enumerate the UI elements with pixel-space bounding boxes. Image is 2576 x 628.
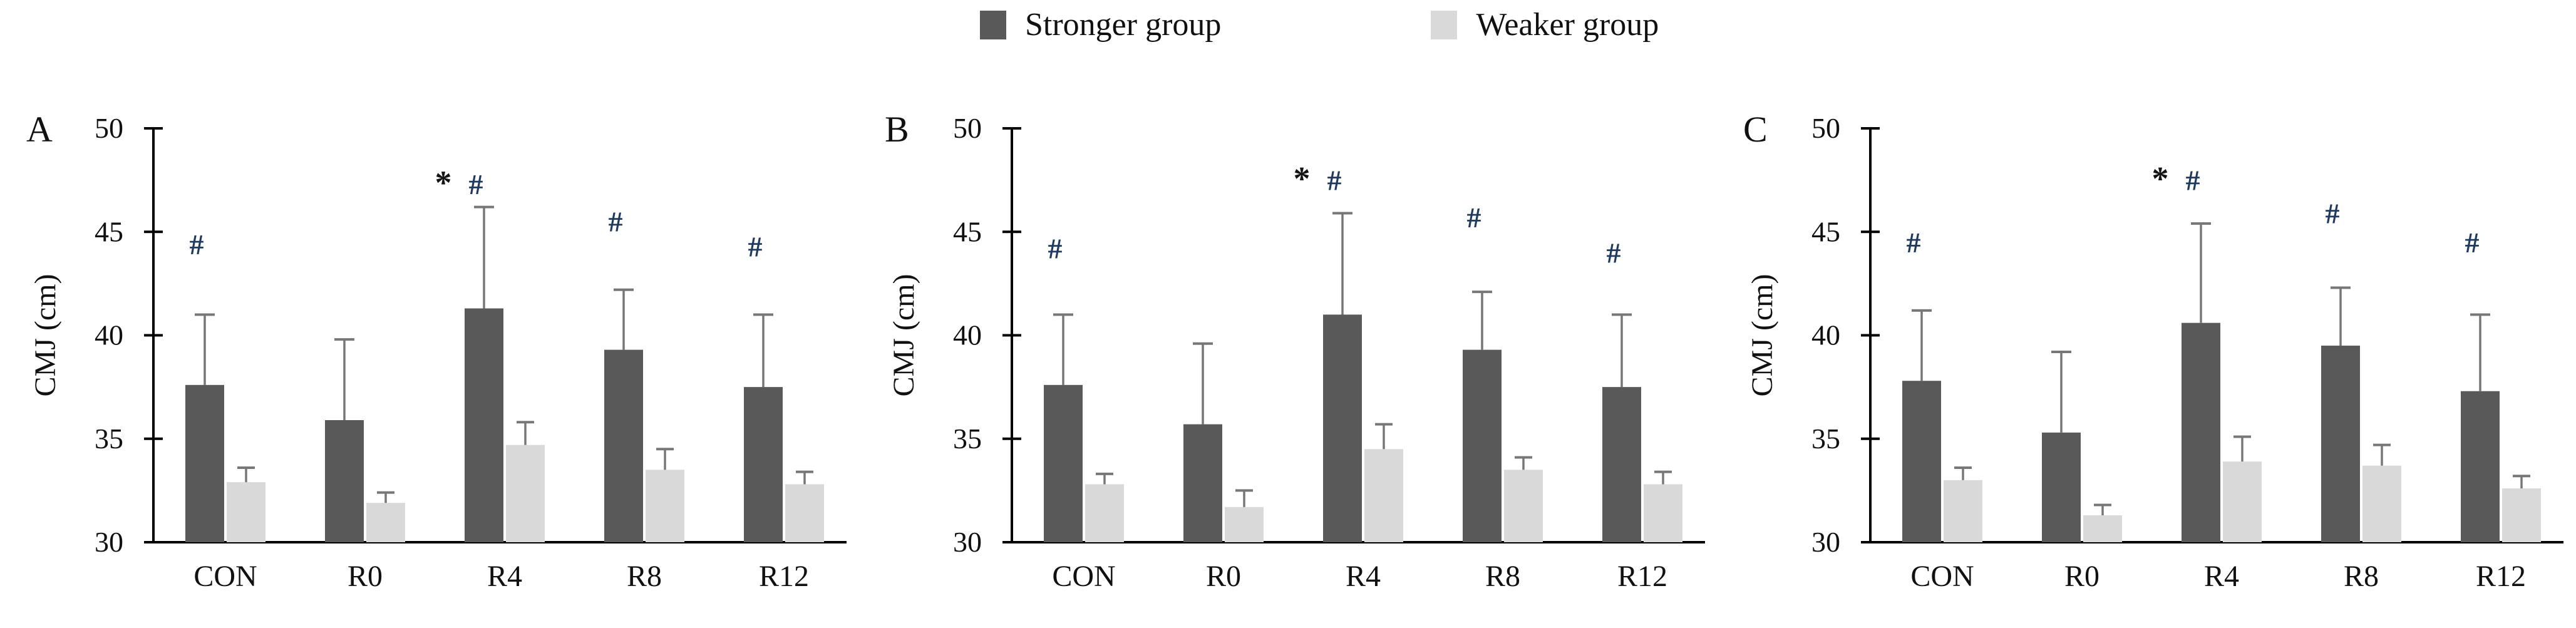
y-tick-label: 45 [1811,215,1840,247]
hash-marker: # [748,230,763,262]
star-marker: * [1294,160,1311,198]
x-category-label: CON [1910,560,1974,593]
bar-stronger-r12 [1602,387,1641,542]
x-category-label: R12 [2476,560,2526,593]
bar-stronger-r8 [604,349,643,542]
panel-c-chart: C 30 35 40 45 50 CMJ (cm) CON R0 R4 R8 R12 # * # # # [1743,109,2563,593]
hash-marker: # [2186,165,2200,197]
x-category-label: R0 [348,560,383,593]
hash-marker: # [2326,198,2340,230]
x-category-label: R0 [2064,560,2099,593]
weaker-group-label: Weaker group [1476,7,1659,43]
bar-weaker-r8 [1504,470,1543,542]
bar-weaker-r8 [646,470,684,542]
y-axis-title: CMJ (cm) [887,274,920,397]
bar-stronger-r8 [2321,346,2360,542]
bar-weaker-con [1944,480,1982,542]
y-tick-label: 45 [953,215,982,247]
y-tick-label: 40 [953,319,982,351]
panel-letter: C [1743,109,1768,150]
x-category-label: R0 [1206,560,1241,593]
panel-b: B 30 35 40 45 50 CMJ (cm) CON R0 R4 R8 R12 # * # # # [858,94,1717,628]
x-category-label: CON [1052,560,1115,593]
y-tick-label: 35 [953,423,982,455]
y-tick-label: 50 [95,112,123,144]
hash-marker: # [190,229,204,260]
panel-a-chart: A 30 35 40 45 50 CMJ (cm) CON R0 R4 R8 R12 # * # # # [26,109,847,593]
panel-letter: A [26,109,53,150]
x-category-label: R4 [1346,560,1381,593]
bar-weaker-r12 [1644,484,1682,542]
legend-item-stronger: Stronger group [980,9,1221,41]
weaker-group-swatch [1431,11,1458,39]
bar-weaker-con [1085,484,1124,542]
bar-weaker-r8 [2362,465,2401,542]
panel-c: C 30 35 40 45 50 CMJ (cm) CON R0 R4 R8 R12 # * # # # [1717,94,2575,628]
y-tick-label: 35 [1811,423,1840,455]
panel-b-chart: B 30 35 40 45 50 CMJ (cm) CON R0 R4 R8 R12 # * # # # [885,109,1705,593]
y-tick-label: 40 [95,319,123,351]
bar-stronger-r0 [325,420,364,542]
hash-marker: # [1907,227,1921,259]
bar-weaker-r0 [2083,515,2122,542]
bar-weaker-r4 [1364,449,1403,542]
chart-legend: Stronger group Weaker group [980,9,1659,41]
legend-item-weaker: Weaker group [1431,9,1659,41]
bar-weaker-r4 [506,445,545,542]
bar-stronger-con [1902,381,1941,542]
bar-weaker-r4 [2223,461,2262,542]
y-tick-label: 50 [1811,112,1840,144]
stronger-group-label: Stronger group [1025,7,1222,43]
bar-weaker-r12 [2502,488,2541,542]
panel-a: A 30 35 40 45 50 CMJ (cm) CON R0 R4 R8 R12 # * # # # [0,94,858,628]
bar-weaker-con [227,482,265,542]
hash-marker: # [609,206,623,238]
y-tick-label: 30 [95,526,123,558]
hash-marker: # [2465,227,2480,259]
stronger-group-swatch [980,11,1006,39]
y-tick-label: 35 [95,423,123,455]
hash-marker: # [1327,165,1342,197]
bar-stronger-r4 [2182,322,2220,542]
x-category-label: R4 [2204,560,2239,593]
x-category-label: R4 [487,560,522,593]
y-axis-title: CMJ (cm) [1746,274,1779,397]
bar-stronger-r4 [465,308,503,542]
bar-stronger-r12 [2461,391,2500,542]
bar-stronger-r12 [744,387,783,542]
x-category-label: R8 [1485,560,1520,593]
y-tick-label: 50 [953,112,982,144]
bar-weaker-r0 [1225,507,1264,542]
y-tick-label: 30 [953,526,982,558]
bar-stronger-r0 [1183,424,1222,542]
bar-stronger-r0 [2042,432,2081,542]
bar-stronger-con [1044,384,1083,542]
x-category-label: R12 [759,560,809,593]
hash-marker: # [1607,237,1621,269]
y-tick-label: 45 [95,215,123,247]
bar-stronger-r8 [1463,349,1502,542]
bar-stronger-r4 [1323,314,1362,542]
x-category-label: R8 [2344,560,2379,593]
y-axis-title: CMJ (cm) [29,274,62,397]
x-category-label: R12 [1617,560,1667,593]
panel-letter: B [885,109,909,150]
hash-marker: # [1467,202,1481,234]
bar-stronger-con [185,384,224,542]
x-category-label: CON [193,560,257,593]
star-marker: * [435,164,452,202]
y-tick-label: 40 [1811,319,1840,351]
x-category-label: R8 [627,560,662,593]
bar-weaker-r12 [785,484,824,542]
y-tick-label: 30 [1811,526,1840,558]
bar-weaker-r0 [366,503,405,542]
star-marker: * [2152,160,2169,198]
hash-marker: # [469,168,483,200]
hash-marker: # [1048,233,1063,265]
